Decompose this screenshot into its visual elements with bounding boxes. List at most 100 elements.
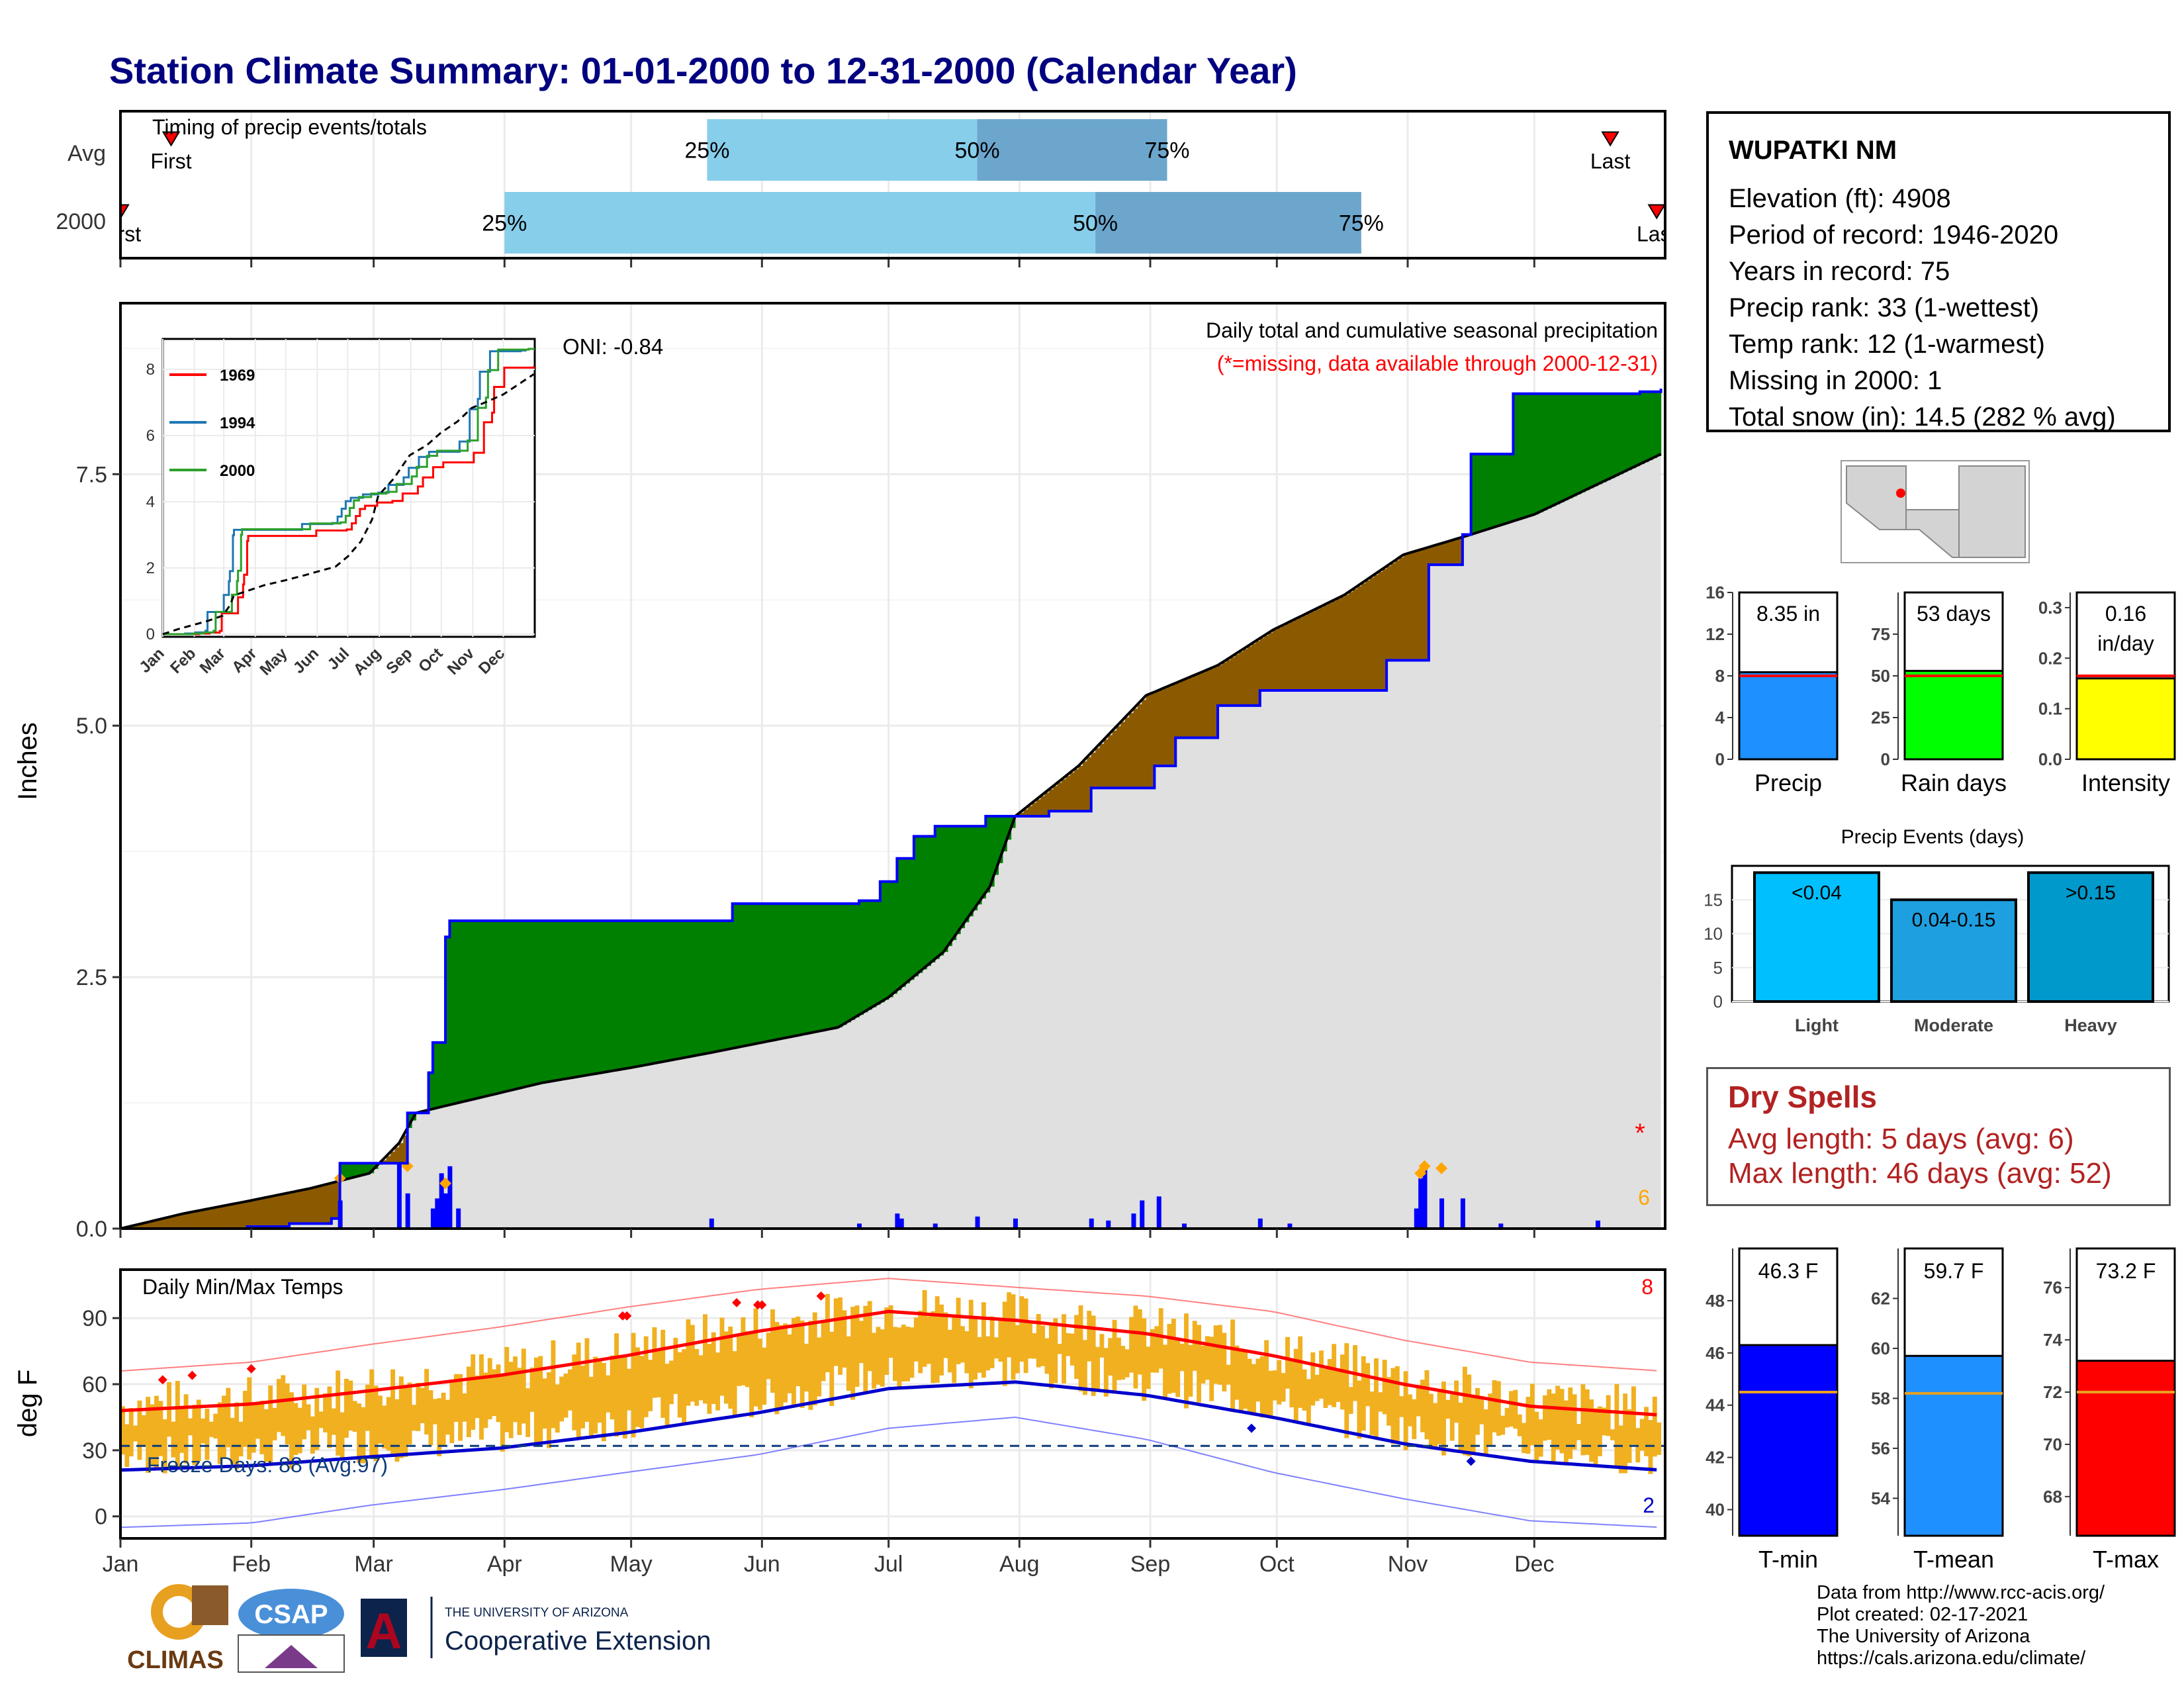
timing-avg-p25-label: 25% [684, 138, 729, 164]
surplus-strip [343, 1163, 349, 1180]
surplus-strip [580, 921, 586, 1076]
inset-ytick-label: 2 [146, 559, 155, 577]
daily-temp-bar [445, 1399, 450, 1435]
daily-temp-bar [1543, 1395, 1547, 1441]
surplus-strip [778, 904, 784, 1039]
daily-temp-bar [635, 1347, 640, 1427]
deficit-strip [1205, 671, 1210, 738]
deficit-strip [1137, 704, 1142, 788]
daily-temp-bar [1044, 1338, 1050, 1374]
daily-temp-bar [1559, 1389, 1565, 1454]
daily-temp-bar [686, 1319, 691, 1406]
daily-temp-bar [1306, 1379, 1311, 1426]
summary-bar-value [1738, 671, 1839, 761]
deficit-strip [1319, 607, 1324, 691]
deficit-strip [336, 1182, 341, 1219]
surplus-strip [791, 904, 796, 1037]
surplus-strip [812, 904, 817, 1033]
surplus-strip [563, 921, 569, 1080]
surplus-strip [610, 921, 615, 1072]
daily-temp-bar [1424, 1370, 1430, 1440]
daily-temp-bar [222, 1395, 226, 1458]
month-label: Jul [874, 1552, 903, 1577]
deficit-strip [226, 1205, 231, 1229]
daily-temp-bar [230, 1417, 235, 1464]
daily-temp-bar [1525, 1397, 1531, 1454]
deficit-strip [222, 1206, 227, 1229]
deficit-strip [1403, 554, 1408, 661]
deficit-strip [1272, 630, 1277, 691]
surplus-strip [762, 904, 767, 1043]
daily-temp-bar [340, 1412, 345, 1460]
deficit-strip [268, 1197, 273, 1227]
daily-temp-bar [934, 1296, 940, 1383]
temp-summary-tick-label: 60 [1871, 1338, 1890, 1358]
summary-bar-chart-rain-days: 0 25 50 75 53 days Rain days [1871, 591, 2007, 796]
daily-temp-bar [1534, 1411, 1539, 1462]
daily-temp-bar [420, 1387, 425, 1423]
daily-temp-bar [162, 1419, 167, 1474]
daily-temp-bar [171, 1421, 176, 1458]
daily-temp-bar [1555, 1385, 1561, 1450]
daily-temp-bar [293, 1403, 298, 1455]
daily-temp-bar [787, 1334, 792, 1393]
surplus-strip [956, 826, 961, 935]
temp-summary-tick-label: 58 [1871, 1388, 1890, 1408]
daily-temp-bar [336, 1370, 341, 1456]
daily-temp-bar [643, 1336, 649, 1417]
deficit-strip [1230, 657, 1236, 706]
summary-bar-label: Rain days [1901, 769, 2007, 796]
surplus-strip [521, 921, 526, 1088]
daily-temp-bar [998, 1317, 1003, 1362]
deficit-strip [1133, 708, 1138, 788]
daily-temp-bar [749, 1331, 754, 1418]
inset-series-2000 [163, 348, 535, 635]
record-high-count: 8 [1641, 1275, 1653, 1299]
surplus-strip [757, 904, 762, 1044]
daily-temp-bar [1623, 1393, 1628, 1474]
deficit-strip [306, 1189, 311, 1224]
deficit-strip [1218, 665, 1223, 706]
events-ytick-label: 15 [1704, 890, 1723, 910]
daily-temp-bar [741, 1317, 746, 1385]
daily-temp-bar [1529, 1383, 1535, 1446]
daily-temp-bar [846, 1336, 851, 1391]
inset-series-1969 [169, 366, 535, 635]
deficit-strip [1353, 588, 1358, 691]
temp-summary-value-text: 46.3 F [1758, 1259, 1819, 1283]
temp-summary-value-text: 59.7 F [1924, 1259, 1984, 1283]
daily-temp-bar [1513, 1389, 1518, 1429]
summary-bar-value-text: 53 days [1917, 602, 1991, 626]
daily-temp-bar [137, 1400, 142, 1460]
daily-temp-bar [1133, 1305, 1138, 1389]
missing-marker: * [1635, 1119, 1645, 1148]
daily-temp-bar [272, 1407, 277, 1440]
daily-temp-bar [1259, 1356, 1265, 1418]
daily-temp-bar [1146, 1346, 1151, 1389]
surplus-strip [508, 921, 514, 1091]
daily-temp-bar [770, 1309, 775, 1393]
daily-temp-bar [1488, 1393, 1493, 1446]
month-label: Dec [1514, 1552, 1554, 1577]
daily-temp-bar [913, 1317, 919, 1362]
daily-temp-bar [989, 1316, 995, 1368]
surplus-strip [1648, 391, 1653, 461]
daily-temp-bar [1243, 1352, 1248, 1409]
daily-precip-bar [1595, 1220, 1600, 1229]
daily-temp-bar [939, 1304, 944, 1376]
surplus-strip [686, 921, 691, 1058]
surplus-strip [1475, 453, 1480, 534]
daily-temp-bar [529, 1367, 535, 1412]
daily-temp-bar [1213, 1325, 1218, 1384]
surplus-strip [1584, 393, 1590, 491]
daily-temp-bar [1103, 1348, 1109, 1397]
timing-title: Timing of precip events/totals [152, 115, 427, 139]
daily-temp-bar [1289, 1359, 1295, 1408]
timing-avg-timing-marker [1601, 131, 1619, 147]
deficit-strip [1163, 688, 1168, 766]
daily-temp-bar [1091, 1315, 1096, 1396]
deficit-strip [1268, 632, 1273, 691]
daily-temp-bar [1441, 1382, 1446, 1456]
daily-temp-bar [1344, 1343, 1349, 1438]
